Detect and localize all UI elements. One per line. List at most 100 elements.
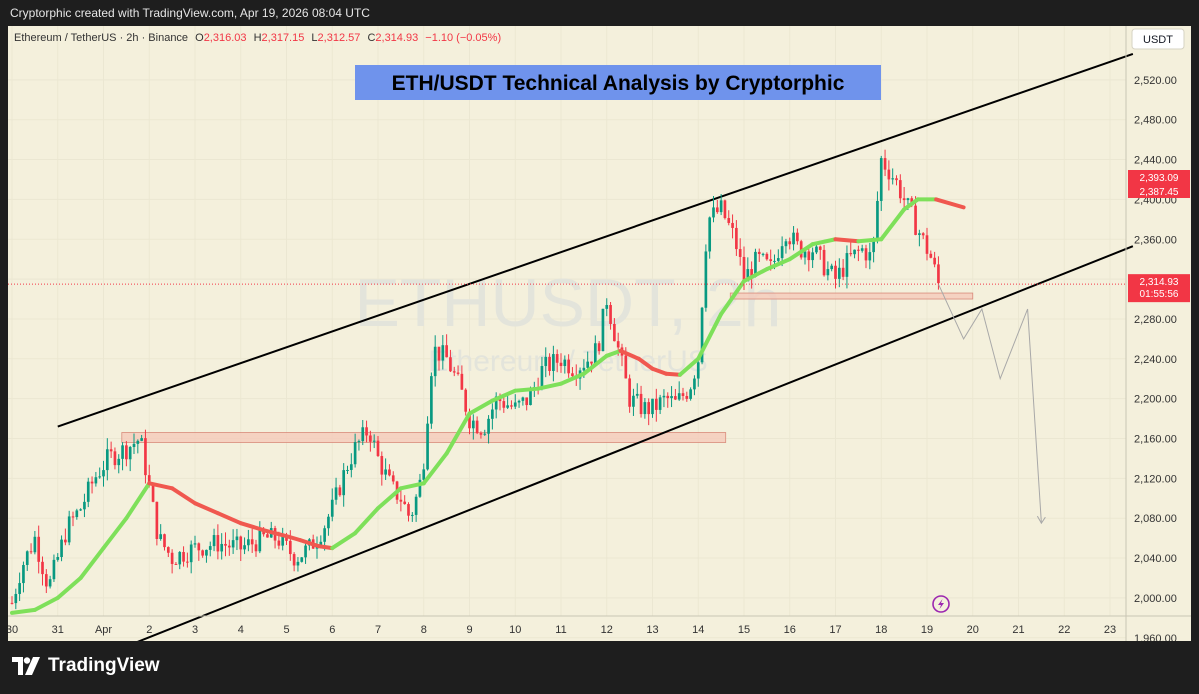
candle xyxy=(18,572,21,602)
candle xyxy=(696,361,700,387)
candle-body xyxy=(254,544,258,552)
lightning-icon[interactable] xyxy=(932,595,950,613)
candle-body xyxy=(635,393,639,396)
candle-body xyxy=(666,395,670,399)
candle-body xyxy=(159,534,163,539)
candle xyxy=(384,458,387,480)
candle-body xyxy=(506,405,509,408)
time-tick-label: 17 xyxy=(829,624,841,636)
candle-body xyxy=(674,396,677,400)
ma-segment xyxy=(604,348,623,358)
channel-upper-line xyxy=(57,53,1134,428)
candle-body xyxy=(109,449,113,452)
ma-segment xyxy=(376,486,403,511)
time-tick-label: 3 xyxy=(192,624,198,636)
candle xyxy=(628,374,631,413)
price-axis[interactable]: 1,920.001,960.002,000.002,040.002,080.00… xyxy=(1134,75,1177,685)
tradingview-logo[interactable]: TradingView xyxy=(12,655,160,677)
moving-average xyxy=(10,197,966,615)
candle-body xyxy=(857,249,860,251)
candle xyxy=(601,308,605,352)
time-axis[interactable]: 30 31 Apr 2 3 4 5 6 7 8 9 10 11 12 13 14 15 16 17 18 19 20 21 2… xyxy=(6,624,1116,636)
candle xyxy=(365,420,368,443)
legend-h-value: 2,317.15 xyxy=(262,32,305,44)
legend-c-label: C xyxy=(367,32,375,44)
candle-body xyxy=(513,402,517,407)
candle-body xyxy=(464,389,468,412)
ma-segment xyxy=(170,486,197,506)
candle-body xyxy=(601,308,605,352)
candle-body xyxy=(243,545,246,550)
candle xyxy=(727,210,731,226)
candle xyxy=(430,372,433,429)
ma-segment xyxy=(55,575,83,600)
candle-body xyxy=(201,550,204,556)
candle xyxy=(506,394,509,410)
candle xyxy=(243,537,246,555)
candle-body xyxy=(258,529,262,552)
candle xyxy=(765,252,769,261)
candle-body xyxy=(182,552,185,562)
candle xyxy=(220,533,224,560)
candle xyxy=(719,194,723,216)
candle xyxy=(338,484,342,497)
candle-body xyxy=(841,267,845,277)
candle-body xyxy=(67,516,71,543)
candle xyxy=(113,447,117,470)
candle xyxy=(235,528,239,551)
ma-segment xyxy=(696,311,724,361)
candle xyxy=(330,488,334,522)
candle xyxy=(239,535,243,562)
candle-body xyxy=(140,438,143,441)
candle-body xyxy=(445,345,448,358)
candle xyxy=(94,471,98,487)
candle-body xyxy=(723,200,727,219)
candle xyxy=(174,561,178,565)
candle-body xyxy=(548,356,551,371)
candle xyxy=(685,391,689,402)
price-tick-label: 2,160.00 xyxy=(1134,434,1177,446)
candle xyxy=(891,168,895,185)
candle xyxy=(898,174,902,204)
candle-body xyxy=(323,528,326,542)
sma-badge-upper-text: 2,393.09 xyxy=(1140,173,1179,184)
price-chart[interactable]: ETHUSDT, 2h Ethereum / TetherUS Ethereum… xyxy=(6,26,1191,685)
candle-body xyxy=(113,451,117,466)
candle-body xyxy=(860,248,864,251)
candle xyxy=(902,187,906,209)
candle xyxy=(201,549,204,558)
candle-body xyxy=(593,343,597,364)
candle-body xyxy=(155,501,159,539)
candle-body xyxy=(605,305,609,309)
time-tick-label: 5 xyxy=(283,624,289,636)
candle-body xyxy=(125,445,128,460)
candle xyxy=(776,249,780,263)
candle-body xyxy=(75,510,79,518)
candle xyxy=(925,227,929,261)
currency-button[interactable] xyxy=(1131,28,1185,50)
candle-body xyxy=(613,323,616,342)
time-tick-label: 19 xyxy=(921,624,933,636)
candle xyxy=(25,550,29,571)
candle-body xyxy=(247,539,250,546)
price-tick-label: 2,440.00 xyxy=(1134,155,1177,167)
candle-body xyxy=(670,396,673,399)
candle xyxy=(689,387,692,401)
candle-body xyxy=(921,233,925,236)
chart-frame[interactable]: ETHUSDT, 2h Ethereum / TetherUS Ethereum… xyxy=(6,26,1191,685)
candle-body xyxy=(170,552,174,564)
time-tick-label: Apr xyxy=(95,624,112,636)
candle xyxy=(929,250,933,259)
candle xyxy=(517,399,521,408)
candle-body xyxy=(452,371,456,373)
candle xyxy=(761,252,765,257)
candle-body xyxy=(41,561,44,575)
candle xyxy=(464,388,468,416)
candle-body xyxy=(864,248,868,261)
candle xyxy=(796,228,799,245)
chart-title: ETH/USDT Technical Analysis by Cryptorph… xyxy=(392,72,845,95)
candle-body xyxy=(64,539,67,543)
ma-segment xyxy=(398,481,426,491)
brand-bar: TradingView xyxy=(0,641,1199,694)
candle-body xyxy=(220,543,224,552)
